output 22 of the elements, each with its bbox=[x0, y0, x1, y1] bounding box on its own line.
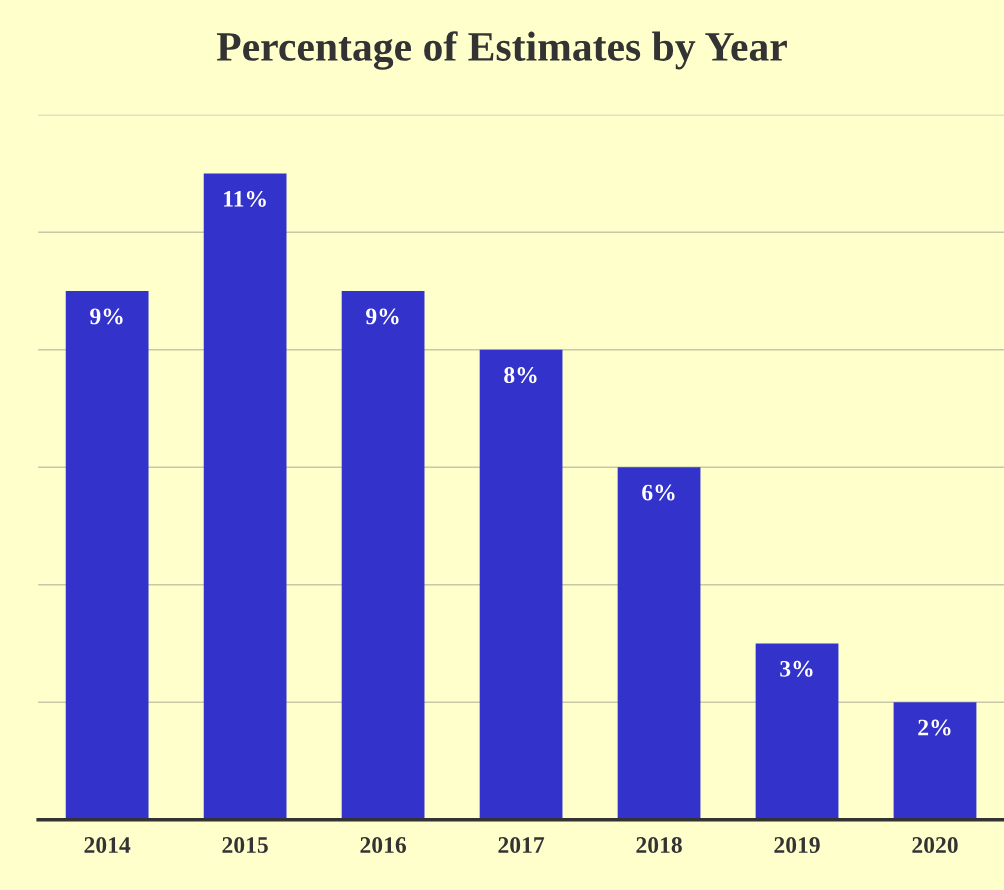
bar bbox=[893, 702, 977, 820]
bar bbox=[479, 349, 563, 820]
data-label: 3% bbox=[780, 660, 813, 677]
data-label: 9% bbox=[90, 308, 123, 325]
bar bbox=[203, 173, 287, 820]
data-label: 2% bbox=[918, 719, 951, 736]
bar bbox=[617, 467, 701, 820]
x-tick-label: 2015 bbox=[222, 837, 268, 853]
chart-title: Percentage of Estimates by Year bbox=[216, 31, 787, 70]
data-label: 6% bbox=[642, 484, 675, 501]
data-label: 8% bbox=[504, 367, 537, 384]
bar bbox=[341, 291, 425, 820]
x-tick-label: 2018 bbox=[636, 837, 682, 853]
x-tick-label: 2017 bbox=[498, 837, 545, 853]
data-label: 11% bbox=[224, 190, 266, 207]
x-tick-label: 2020 bbox=[912, 837, 958, 853]
bar bbox=[65, 291, 149, 820]
x-tick-label: 2019 bbox=[774, 837, 820, 853]
x-tick-label: 2014 bbox=[84, 837, 131, 853]
bar bbox=[755, 643, 839, 820]
data-label: 9% bbox=[366, 308, 399, 325]
x-tick-label: 2016 bbox=[360, 837, 407, 853]
